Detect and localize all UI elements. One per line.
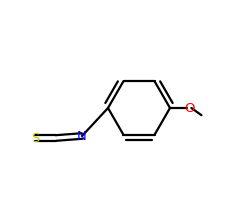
Text: O: O [184, 102, 194, 114]
Text: N: N [77, 130, 87, 142]
Text: S: S [31, 132, 39, 144]
